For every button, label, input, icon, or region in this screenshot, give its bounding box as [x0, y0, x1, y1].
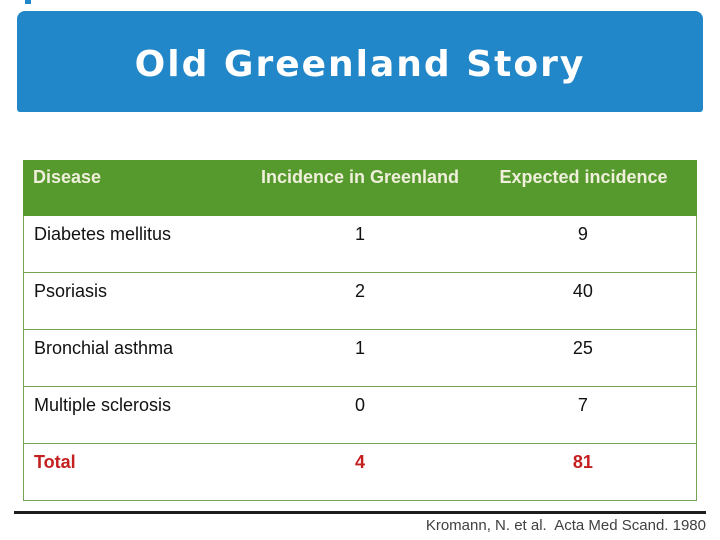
title-banner: Old Greenland Story: [17, 11, 703, 112]
total-label: Total: [34, 452, 76, 472]
incidence-value-cell: 2: [355, 281, 366, 301]
incidence-table: Disease Incidence in Greenland Expected …: [23, 160, 697, 501]
table-header-row: Disease Incidence in Greenland Expected …: [23, 160, 697, 216]
table-row: Multiple sclerosis 0 7: [24, 386, 696, 443]
banner-notch: [25, 0, 31, 4]
expected-value-cell: 40: [572, 281, 593, 301]
total-incidence-value: 4: [355, 452, 366, 472]
incidence-value-cell: 1: [355, 338, 366, 358]
disease-name-cell: Psoriasis: [34, 281, 108, 301]
disease-name-cell: Diabetes mellitus: [34, 224, 172, 244]
disease-name-cell: Multiple sclerosis: [34, 395, 172, 415]
table-row: Psoriasis 2 40: [24, 272, 696, 329]
incidence-value-cell: 0: [355, 395, 366, 415]
expected-value-cell: 7: [577, 395, 588, 415]
citation-text: Kromann, N. et al. Acta Med Scand. 1980: [425, 517, 706, 534]
table-row: Diabetes mellitus 1 9: [24, 216, 696, 272]
column-header-disease: Disease: [33, 167, 102, 187]
table-body: Diabetes mellitus 1 9 Psoriasis 2 40 Bro…: [24, 216, 696, 443]
total-expected-value: 81: [572, 452, 593, 472]
column-header-incidence-greenland: Incidence in Greenland: [260, 167, 460, 187]
slide-title: Old Greenland Story: [134, 44, 586, 85]
disease-name-cell: Bronchial asthma: [34, 338, 174, 358]
expected-value-cell: 25: [572, 338, 593, 358]
table-row-total: Total 4 81: [24, 443, 696, 500]
footer-divider-line: [14, 511, 706, 514]
expected-value-cell: 9: [577, 224, 588, 244]
incidence-value-cell: 1: [355, 224, 366, 244]
table-row: Bronchial asthma 1 25: [24, 329, 696, 386]
column-header-expected-incidence: Expected incidence: [499, 167, 668, 187]
